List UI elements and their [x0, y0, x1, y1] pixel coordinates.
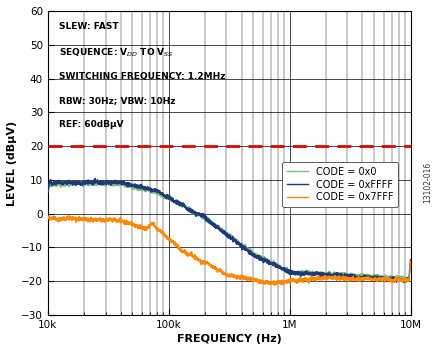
CODE = 0xFFFF	[407, 258, 412, 262]
CODE = 0x7FFF	[200, 261, 205, 265]
Text: REF: 60dBµV: REF: 60dBµV	[59, 120, 123, 130]
Y-axis label: LEVEL (dBµV): LEVEL (dBµV)	[7, 120, 17, 206]
Legend: CODE = 0x0, CODE = 0xFFFF, CODE = 0x7FFF: CODE = 0x0, CODE = 0xFFFF, CODE = 0x7FFF	[281, 162, 398, 207]
CODE = 0x7FFF	[45, 214, 50, 219]
CODE = 0x0	[184, 207, 189, 211]
CODE = 0xFFFF	[200, 214, 205, 218]
Text: SEQUENCE: V$_{DD}$ TO V$_{SS}$: SEQUENCE: V$_{DD}$ TO V$_{SS}$	[59, 47, 173, 59]
CODE = 0x0	[200, 215, 205, 219]
CODE = 0x7FFF	[272, 283, 277, 287]
CODE = 0x7FFF	[184, 252, 189, 257]
CODE = 0x7FFF	[66, 214, 72, 218]
Line: CODE = 0xFFFF: CODE = 0xFFFF	[48, 178, 410, 283]
Text: 13102-016: 13102-016	[422, 162, 431, 203]
CODE = 0xFFFF	[45, 190, 50, 194]
CODE = 0x7FFF	[407, 259, 412, 264]
CODE = 0xFFFF	[108, 183, 113, 187]
CODE = 0xFFFF	[400, 279, 405, 284]
CODE = 0x0	[379, 278, 385, 283]
CODE = 0x7FFF	[361, 276, 366, 280]
Text: RBW: 30Hz; VBW: 10Hz: RBW: 30Hz; VBW: 10Hz	[59, 96, 175, 105]
CODE = 0xFFFF	[92, 176, 98, 180]
Line: CODE = 0x0: CODE = 0x0	[48, 181, 410, 280]
Line: CODE = 0x7FFF: CODE = 0x7FFF	[48, 216, 410, 285]
CODE = 0x0	[86, 181, 92, 186]
CODE = 0x7FFF	[400, 277, 405, 281]
Text: SWITCHING FREQUENCY: 1.2MHz: SWITCHING FREQUENCY: 1.2MHz	[59, 72, 224, 81]
CODE = 0x0	[407, 259, 412, 263]
CODE = 0x7FFF	[108, 218, 113, 222]
Text: SLEW: FAST: SLEW: FAST	[59, 22, 118, 31]
CODE = 0x7FFF	[86, 218, 92, 222]
CODE = 0xFFFF	[361, 275, 366, 279]
CODE = 0xFFFF	[184, 206, 189, 210]
CODE = 0xFFFF	[86, 181, 92, 186]
CODE = 0x0	[108, 181, 113, 185]
CODE = 0x0	[400, 274, 405, 278]
CODE = 0x0	[69, 179, 74, 183]
CODE = 0x0	[361, 274, 366, 278]
X-axis label: FREQUENCY (Hz): FREQUENCY (Hz)	[176, 334, 281, 344]
CODE = 0x0	[45, 190, 50, 194]
CODE = 0xFFFF	[400, 280, 405, 285]
